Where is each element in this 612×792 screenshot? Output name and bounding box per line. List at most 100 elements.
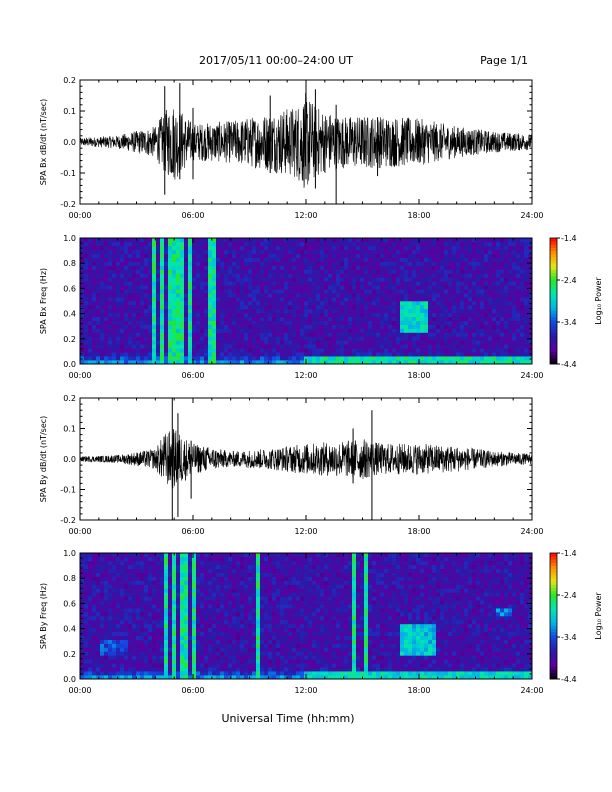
- spectrogram-cell: [196, 241, 201, 247]
- spectrogram-cell: [104, 241, 109, 247]
- spectrogram-cell: [512, 301, 517, 306]
- spectrogram-cell: [312, 261, 317, 266]
- spectrogram-cell: [312, 316, 317, 321]
- spectrogram-cell: [520, 316, 525, 321]
- spectrogram-cell: [436, 273, 441, 278]
- spectrogram-cell: [112, 623, 117, 629]
- spectrogram-cell: [148, 340, 153, 345]
- spectrogram-cell: [296, 301, 301, 306]
- spectrogram-cell: [412, 265, 417, 270]
- spectrogram-cell: [428, 249, 433, 255]
- spectrogram-cell: [464, 289, 469, 294]
- spectrogram-cell: [464, 316, 469, 321]
- y-tick-label: 0.8: [63, 259, 76, 268]
- spectrogram-cell: [492, 308, 497, 314]
- spectrogram-cell: [212, 332, 217, 337]
- spectrogram-cell: [316, 249, 321, 255]
- spectrogram-cell: [404, 360, 409, 365]
- spectrogram-cell: [320, 293, 325, 298]
- spectrogram-cell: [500, 340, 505, 345]
- spectrogram-cell: [236, 265, 241, 270]
- spectrogram-cell: [124, 245, 129, 251]
- spectrogram-cell: [396, 249, 401, 255]
- spectrogram-cell: [288, 297, 293, 302]
- spectrogram-cell: [260, 293, 265, 298]
- spectrogram-cell: [296, 241, 301, 247]
- spectrogram-cell: [200, 249, 205, 255]
- spectrogram-cell: [268, 265, 273, 270]
- spectrogram-cell: [108, 261, 113, 266]
- spectrogram-cell: [268, 312, 273, 318]
- spectrogram-cell: [464, 241, 469, 247]
- spectrogram-cell: [468, 257, 473, 262]
- spectrogram-cell: [232, 269, 237, 274]
- spectrogram-cell: [444, 265, 449, 270]
- spectrogram-cell: [500, 356, 505, 361]
- spectrogram-cell: [172, 576, 177, 581]
- spectrogram-cell: [240, 245, 245, 251]
- spectrogram-cell: [440, 245, 445, 251]
- spectrogram-cell: [80, 639, 85, 644]
- spectrogram-cell: [204, 281, 209, 286]
- spectrogram-cell: [92, 360, 97, 365]
- spectrogram-cell: [240, 360, 245, 365]
- spectrogram-cell: [168, 564, 173, 570]
- spectrogram-cell: [84, 643, 89, 648]
- spectrogram-cell: [376, 277, 381, 282]
- spectrogram-cell: [232, 245, 237, 251]
- spectrogram-cell: [160, 612, 165, 617]
- spectrogram-cell: [164, 324, 169, 329]
- spectrogram-cell: [144, 265, 149, 270]
- spectrogram-cell: [92, 608, 97, 613]
- colorbar-tick-label: -3.4: [561, 318, 577, 327]
- spectrogram-cell: [464, 277, 469, 282]
- spectrogram-cell: [156, 588, 161, 593]
- spectrogram-cell: [276, 312, 281, 318]
- spectrogram-cell: [132, 647, 137, 652]
- spectrogram-cell: [140, 639, 145, 644]
- spectrogram-cell: [284, 304, 289, 310]
- spectrogram-cell: [420, 257, 425, 262]
- spectrogram-cell: [388, 249, 393, 255]
- spectrogram-cell: [176, 655, 181, 660]
- spectrogram-cell: [192, 647, 197, 652]
- spectrogram-cell: [288, 265, 293, 270]
- spectrogram-cell: [328, 360, 333, 365]
- spectrogram-cell: [104, 560, 109, 566]
- spectrogram-cell: [180, 253, 185, 258]
- spectrogram-cell: [484, 238, 489, 243]
- spectrogram-cell: [476, 281, 481, 286]
- spectrogram-cell: [168, 281, 173, 286]
- spectrogram-cell: [324, 277, 329, 282]
- spectrogram-cell: [92, 659, 97, 664]
- spectrogram-cell: [432, 257, 437, 262]
- spectrogram-cell: [520, 281, 525, 286]
- spectrogram-cell: [272, 241, 277, 247]
- spectrogram-cell: [248, 253, 253, 258]
- x-tick-label: 00:00: [68, 371, 91, 380]
- spectrogram-cell: [272, 238, 277, 243]
- spectrogram-cell: [88, 308, 93, 314]
- spectrogram-cell: [492, 316, 497, 321]
- spectrogram-cell: [92, 249, 97, 255]
- spectrogram-cell: [188, 281, 193, 286]
- spectrogram-cell: [268, 344, 273, 349]
- spectrogram-cell: [392, 285, 397, 290]
- spectrogram-cell: [244, 312, 249, 318]
- spectrogram-cell: [512, 253, 517, 258]
- spectrogram-cell: [292, 312, 297, 318]
- spectrogram-cell: [152, 320, 157, 325]
- spectrogram-cell: [180, 612, 185, 617]
- spectrogram-cell: [144, 261, 149, 266]
- spectrogram-cell: [144, 616, 149, 621]
- spectrogram-cell: [440, 297, 445, 302]
- spectrogram-cell: [96, 671, 101, 676]
- spectrogram-cell: [100, 265, 105, 270]
- spectrogram-cell: [504, 273, 509, 278]
- spectrogram-cell: [172, 281, 177, 286]
- spectrogram-cell: [168, 277, 173, 282]
- spectrogram-cell: [492, 261, 497, 266]
- spectrogram-cell: [120, 297, 125, 302]
- spectrogram-cell: [436, 312, 441, 318]
- spectrogram-cell: [320, 308, 325, 314]
